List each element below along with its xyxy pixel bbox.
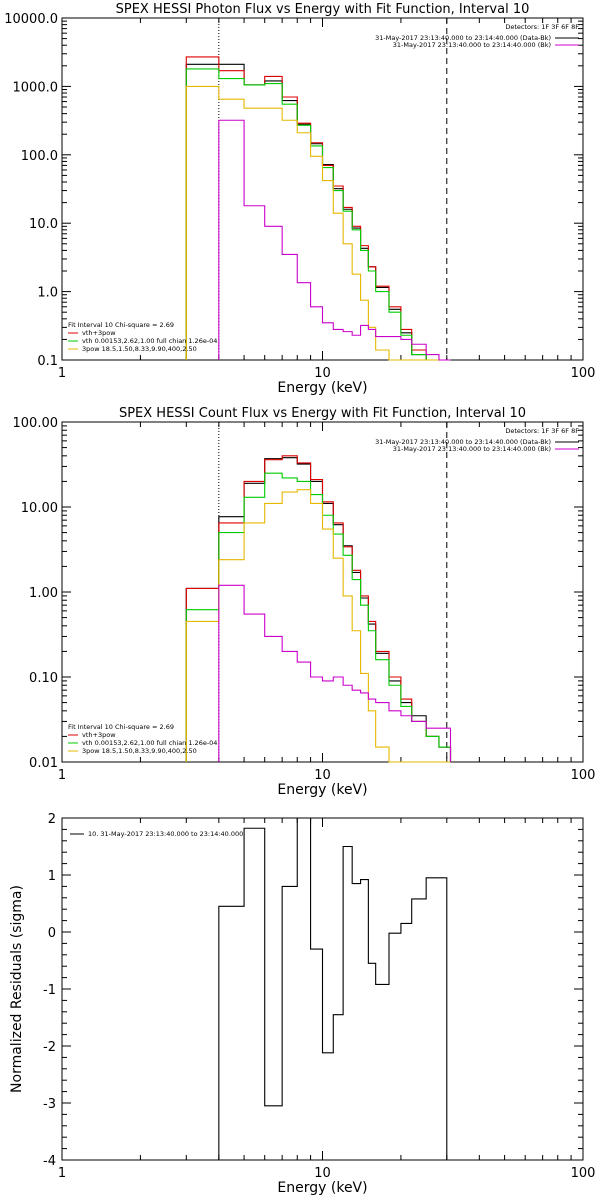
x-tick-label: 100 — [571, 366, 596, 381]
y-tick-label: -2 — [43, 1040, 56, 1055]
x-axis-label: Energy (keV) — [277, 380, 367, 396]
legend-fit-header: Fit Interval 10 Chi-square = 2.69 — [68, 321, 174, 329]
legend-fit-label: vth 0.00153,2.62,1.00 full chian 1.26e-0… — [82, 739, 217, 747]
series-4-line — [185, 85, 451, 361]
series-3-line — [185, 472, 452, 762]
chart-title: SPEX HESSI Count Flux vs Energy with Fit… — [119, 406, 526, 421]
y-tick-label: 0.10 — [29, 671, 58, 686]
legend-fit-label: vth 0.00153,2.62,1.00 full chian 1.26e-0… — [82, 337, 217, 345]
y-tick-label: 1.00 — [29, 586, 58, 601]
x-tick-label: 100 — [571, 1166, 596, 1181]
series-3-line — [185, 68, 451, 361]
legend-detectors: Detectors: 1F 3F 6F 8F — [505, 23, 579, 31]
x-axis-label: Energy (keV) — [277, 1180, 367, 1196]
y-tick-label: 100.00 — [13, 416, 59, 431]
y-tick-label: 0.01 — [29, 756, 58, 771]
plot-frame — [61, 421, 584, 763]
y-tick-label: 10.00 — [21, 501, 58, 516]
legend-interval-label: 31-May-2017 23:13:40.000 to 23:14:40.000… — [375, 34, 551, 42]
series-4-line — [185, 489, 451, 763]
x-axis-label: Energy (keV) — [277, 782, 367, 798]
legend-interval-label: 31-May-2017 23:13:40.000 to 23:14:40.000… — [375, 438, 551, 446]
x-tick-label: 10 — [314, 768, 331, 783]
y-tick-label: 1.0 — [37, 286, 58, 301]
y-tick-label: 1 — [48, 869, 56, 884]
legend-interval-label: 31-May-2017 23:13:40.000 to 23:14:40.000… — [393, 41, 551, 49]
legend-interval-label: 31-May-2017 23:13:40.000 to 23:14:40.000… — [393, 445, 551, 453]
x-tick-label: 100 — [571, 768, 596, 783]
legend-detectors: Detectors: 1F 3F 6F 8F — [505, 427, 579, 435]
legend-fit-header: Fit Interval 10 Chi-square = 2.69 — [68, 723, 174, 731]
x-tick-label: 10 — [314, 366, 331, 381]
series-5-line — [218, 119, 451, 361]
y-tick-label: 1000.0 — [13, 80, 59, 95]
legend-fit-label: 3pow 18.5,1.50,8.33,9.90,400,2.50 — [82, 747, 197, 755]
x-tick-label: 1 — [58, 1166, 66, 1181]
y-tick-label: 2 — [48, 812, 56, 827]
y-tick-label: -4 — [43, 1154, 56, 1169]
chart-1: 1 10 100 Energy (keV) 0.1 1.0 10.0 100.0 1000.0 1… — [4, 2, 595, 396]
series-1-line — [185, 63, 451, 361]
y-tick-label: 0 — [48, 926, 56, 941]
legend-fit-label: vth+3pow — [82, 329, 116, 337]
series-1-line — [218, 817, 448, 1160]
chart-2: 1 10 100 Energy (keV) 0.01 0.10 1.00 10.00 100.0… — [13, 406, 596, 798]
series-5-line — [218, 584, 452, 762]
x-tick-label: 1 — [58, 768, 66, 783]
y-tick-label: 100.0 — [21, 149, 58, 164]
legend-fit-label: vth+3pow — [82, 731, 116, 739]
legend-label: 10. 31-May-2017 23:13:40.000 to 23:14:40… — [88, 830, 243, 838]
x-tick-label: 1 — [58, 366, 66, 381]
chart-title: SPEX HESSI Photon Flux vs Energy with Fi… — [116, 2, 530, 17]
y-tick-label: 0.1 — [37, 354, 58, 369]
y-axis-label: Normalized Residuals (sigma) — [9, 885, 25, 1093]
x-tick-label: 10 — [314, 1166, 331, 1181]
y-tick-label: 10.0 — [29, 217, 58, 232]
chart-3: 1 10 100 Energy (keV) -4 -3 -2 -1 0 1 2 Normalized … — [9, 812, 595, 1196]
legend-fit-label: 3pow 18.5,1.50,8.33,9.90,400,2.50 — [82, 345, 197, 353]
y-tick-label: -3 — [43, 1097, 56, 1112]
y-tick-label: 10000.0 — [4, 12, 58, 27]
series-2-line — [185, 56, 451, 361]
y-tick-label: -1 — [43, 983, 56, 998]
